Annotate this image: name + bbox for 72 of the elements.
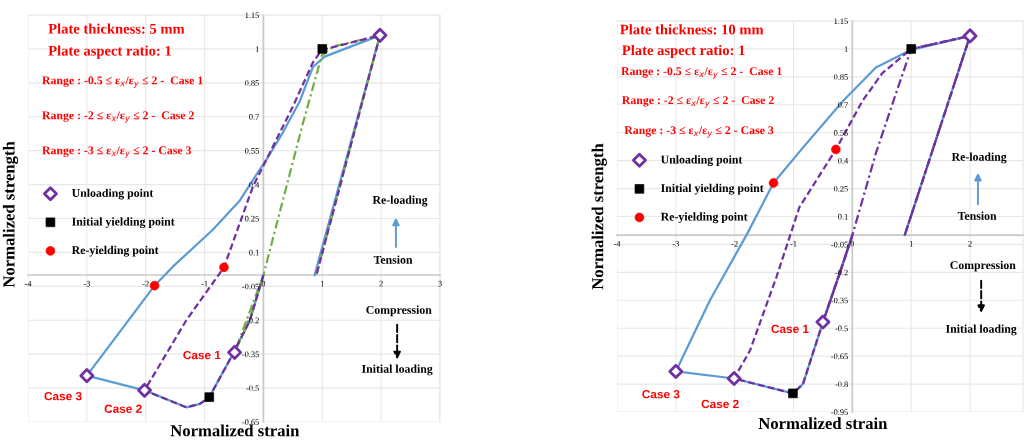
annotation: Initial loading [945,324,1017,336]
x-tick-label: 0 [850,240,855,247]
y-tick-label: -0.65 [242,419,259,426]
text: Plate aspect ratio: 1 [48,45,171,59]
annotation: Tension [373,255,413,264]
y-tick-label: 0.25 [245,215,259,222]
y-tick-label: -0.5 [246,385,259,392]
annotation: Case 1 [771,324,809,334]
y-tick-label: 0.1 [249,249,259,256]
y-tick-label: -0.05 [242,283,259,290]
annotation: Range : -0.5 ≤ ε$_{x}$/ε$_{y}$ ≤ 2 - Case 1 [42,76,203,88]
annotation: Case 3 [642,390,680,399]
x-tick-label: -1 [790,240,797,247]
y-tick-label: 0.55 [245,148,259,154]
annotation: Range : -3 ≤ ε$_{x}$/ε$_{y}$ ≤ 2 - Case 3 [42,146,192,158]
legend-label: Re-yielding point [71,245,159,257]
x-tick-label: -2 [142,280,149,287]
legend-label: Re-yielding point [660,212,748,224]
y-tick-label: 0.85 [245,80,259,86]
legend-label: Unloading point [660,155,743,166]
y-tick-label: -0.35 [831,297,848,304]
y-tick-label: 0.4 [838,157,849,164]
annotation: Case 2 [104,404,142,413]
annotation: Case 2 [701,399,739,409]
annotation: Re-loading [951,152,1007,164]
y-tick-label: 1 [844,46,848,52]
annotation: Case 3 [44,391,82,401]
chart-title: Plate thickness: 5 mm [48,23,185,34]
x-tick-label: -4 [24,280,32,287]
x-tick-label: 1 [909,240,913,247]
y-tick-label: -0.95 [831,409,848,416]
y-tick-label: 0.1 [838,213,848,220]
y-axis-title: Normalized strength [591,143,607,290]
annotation: Range : -2 ≤ ε$_{x}$/ε$_{y}$ ≤ 2 - Case 2 [622,96,774,108]
x-tick-label: 1 [320,280,324,287]
x-tick-label: 0 [261,280,266,287]
x-tick-label: 3 [438,280,442,287]
x-tick-label: 2 [968,240,972,247]
y-tick-label: 0.85 [833,74,848,80]
annotation: Compression [366,305,432,317]
legend-label: Unloading point [71,188,154,200]
y-axis-title: Normalized strength [2,141,19,288]
legend-label: Initial yielding point [661,183,764,195]
x-tick-label: -1 [201,280,208,287]
legend-label: Initial yielding point [72,217,175,229]
y-tick-label: 1.15 [834,18,848,25]
y-tick-label: 0.25 [833,185,848,192]
y-tick-label: -0.65 [831,353,848,360]
annotation: Range : -0.5 ≤ ε$_{x}$/ε$_{y}$ ≤ 2 - Case 1 [621,67,782,79]
annotation: Range : -2 ≤ ε$_{x}$/ε$_{y}$ ≤ 2 - Case 2 [42,111,194,123]
y-tick-label: 1.15 [245,12,259,19]
x-tick-label: -3 [83,280,90,287]
x-axis-title: Normalized strain [170,424,300,437]
text: Plate aspect ratio: 1 [622,44,745,59]
annotation: Initial loading [361,364,433,376]
annotation: Compression [950,260,1016,272]
y-tick-label: -0.8 [835,381,848,388]
y-tick-label: -0.5 [835,325,848,332]
x-tick-label: -2 [731,240,738,247]
y-tick-label: 0.7 [249,114,260,120]
x-tick-label: -4 [613,240,621,247]
annotation: Case 1 [183,350,221,360]
y-tick-label: -0.35 [242,351,259,358]
annotation: Tension [957,211,997,220]
x-tick-label: 2 [379,280,383,287]
annotation: Range : -3 ≤ ε$_{x}$/ε$_{y}$ ≤ 2 - Case 3 [624,126,774,138]
annotation: Re-loading [372,195,428,207]
y-tick-label: 1 [255,46,259,52]
x-axis-title: Normalized strain [758,417,888,430]
x-tick-label: -3 [672,240,679,247]
chart-title: Plate thickness: 10 mm [620,24,764,35]
y-tick-label: -0.05 [831,241,848,248]
